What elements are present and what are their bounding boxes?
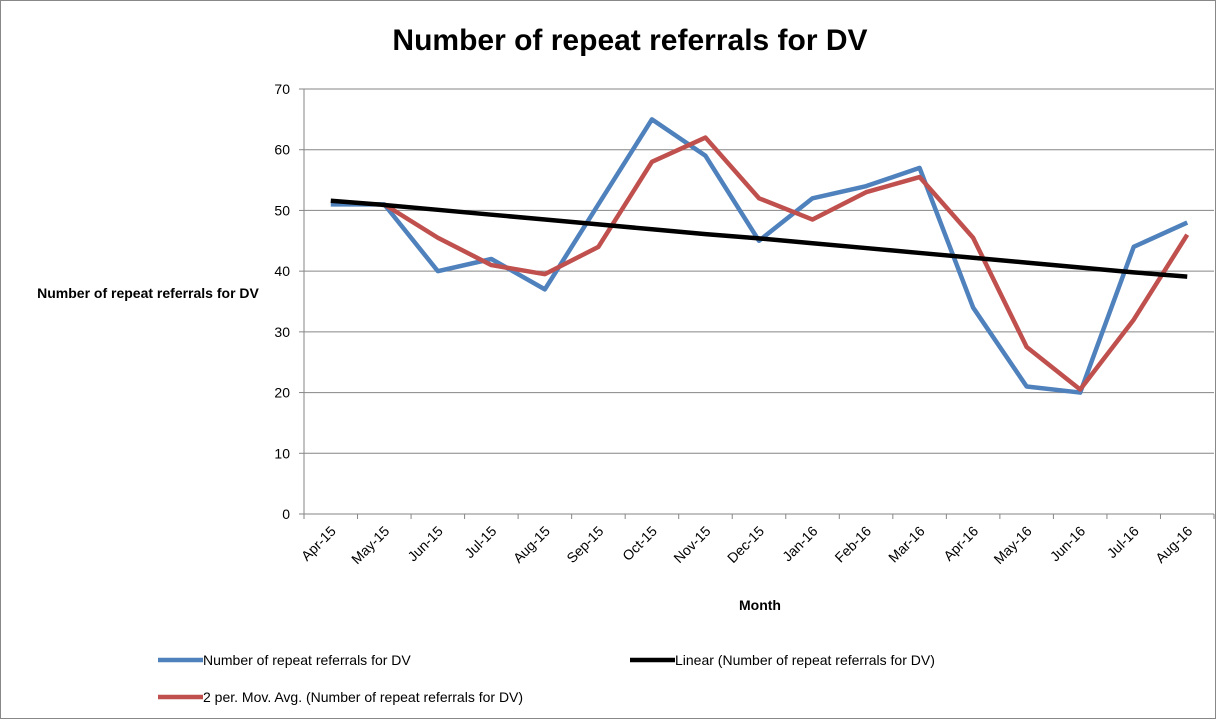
- y-tick-label: 10: [274, 445, 290, 461]
- y-tick-label: 30: [274, 324, 290, 340]
- y-tick-label: 0: [282, 506, 290, 522]
- y-axis-title: Number of repeat referrals for DV: [37, 285, 259, 301]
- y-tick-label: 50: [274, 202, 290, 218]
- legend-label: Number of repeat referrals for DV: [203, 652, 411, 668]
- legend-label: 2 per. Mov. Avg. (Number of repeat refer…: [203, 689, 523, 705]
- series-line: [330, 117, 1189, 395]
- y-tick-label: 70: [274, 81, 290, 97]
- series-line: [330, 198, 1188, 279]
- y-tick-label: 20: [274, 385, 290, 401]
- legend-label: Linear (Number of repeat referrals for D…: [675, 652, 935, 668]
- chart-title: Number of repeat referrals for DV: [392, 24, 867, 57]
- y-tick-label: 60: [274, 142, 290, 158]
- series-line: [383, 135, 1190, 392]
- y-tick-label: 40: [274, 263, 290, 279]
- x-axis-title: Month: [739, 597, 781, 613]
